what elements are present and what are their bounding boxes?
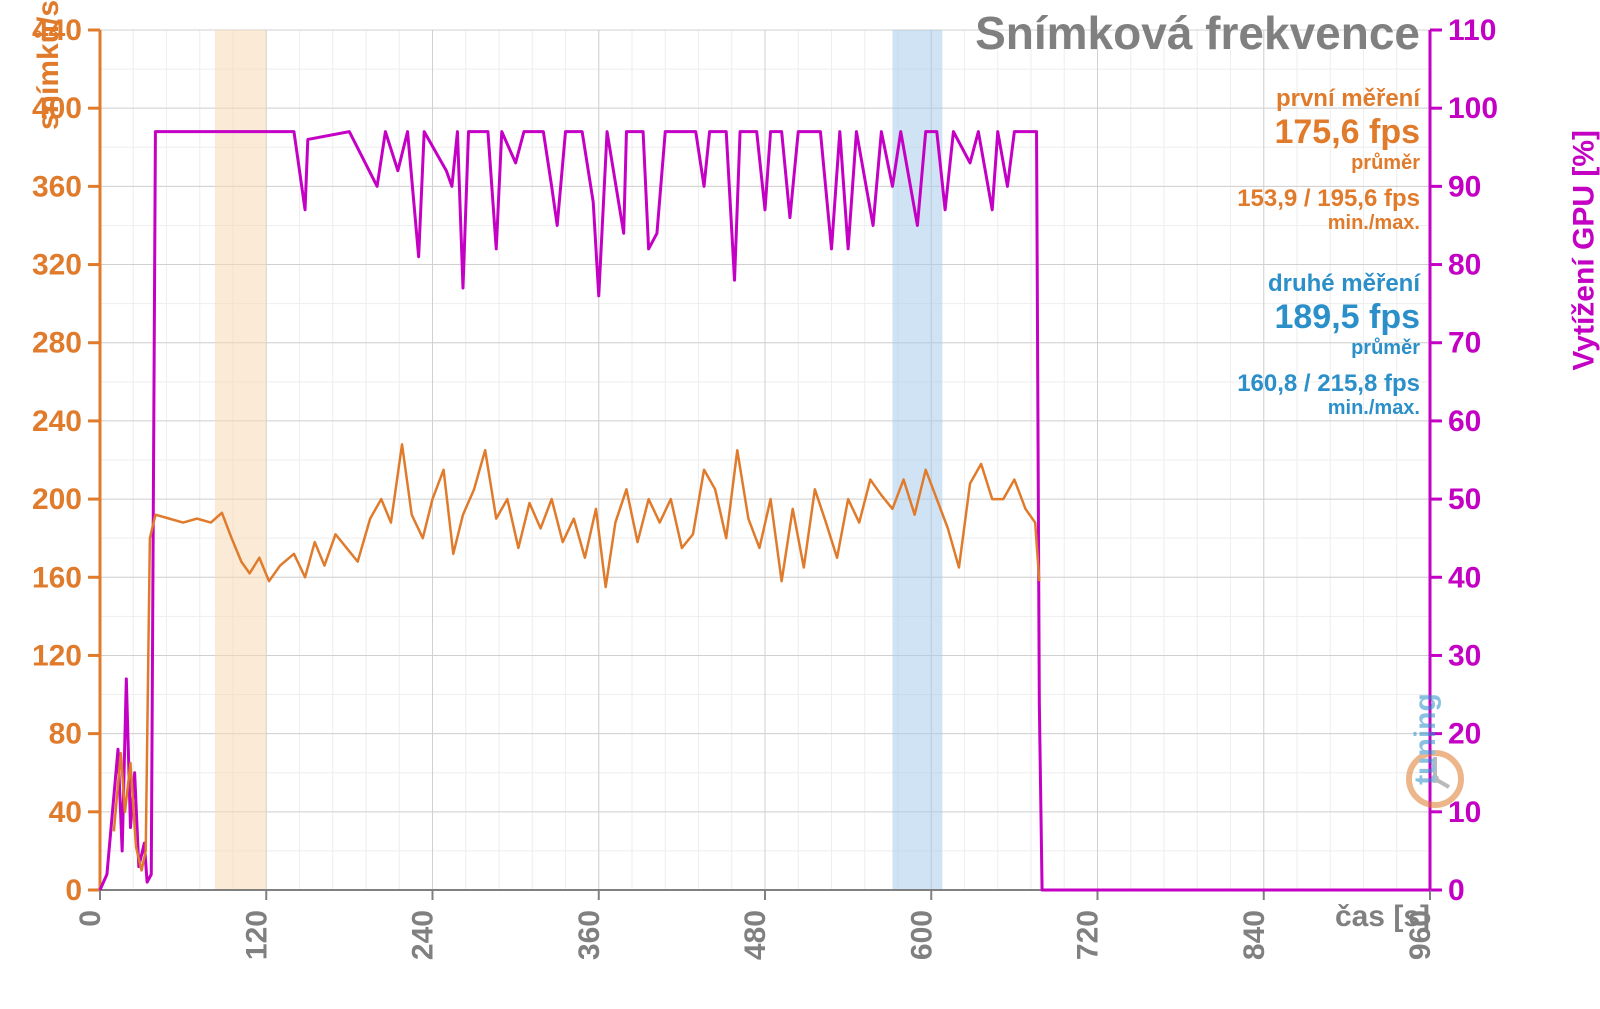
svg-text:240: 240 — [32, 405, 82, 438]
stats-second-minmax-label: min./max. — [1237, 397, 1420, 420]
watermark-logo: tuning pc — [1405, 589, 1465, 809]
svg-text:840: 840 — [1238, 910, 1271, 960]
svg-text:600: 600 — [905, 910, 938, 960]
band-first — [215, 30, 266, 890]
x-axis-label: čas [s] — [1335, 900, 1430, 934]
stats-second: druhé měření 189,5 fps průměr 160,8 / 21… — [1237, 270, 1420, 420]
stats-second-avg: 189,5 fps — [1237, 298, 1420, 337]
svg-text:120: 120 — [32, 639, 82, 672]
stats-first-minmax-label: min./max. — [1237, 212, 1420, 235]
svg-text:200: 200 — [32, 483, 82, 516]
chart-title: Snímková frekvence — [975, 6, 1420, 60]
svg-text:100: 100 — [1448, 92, 1498, 125]
band-second — [892, 30, 942, 890]
stats-second-avg-label: průměr — [1237, 337, 1420, 360]
stats-first-avg: 175,6 fps — [1237, 113, 1420, 152]
stats-first: první měření 175,6 fps průměr 153,9 / 19… — [1237, 85, 1420, 235]
stats-first-avg-label: průměr — [1237, 152, 1420, 175]
svg-text:0: 0 — [1448, 874, 1465, 907]
svg-text:280: 280 — [32, 327, 82, 360]
svg-text:0: 0 — [74, 910, 107, 927]
svg-text:720: 720 — [1072, 910, 1105, 960]
svg-text:360: 360 — [32, 170, 82, 203]
svg-text:80: 80 — [49, 718, 82, 751]
y-axis-right-label: Vytížení GPU [%] — [1568, 130, 1600, 371]
svg-text:480: 480 — [739, 910, 772, 960]
svg-text:320: 320 — [32, 249, 82, 282]
chart-container: 0408012016020024028032036040044001020304… — [0, 0, 1600, 1009]
svg-text:80: 80 — [1448, 249, 1481, 282]
stats-second-heading: druhé měření — [1237, 270, 1420, 298]
svg-text:40: 40 — [49, 796, 82, 829]
svg-text:120: 120 — [240, 910, 273, 960]
svg-text:160: 160 — [32, 561, 82, 594]
svg-text:240: 240 — [407, 910, 440, 960]
y-axis-left-label: snímků/s. [fps] — [32, 0, 66, 130]
svg-text:70: 70 — [1448, 327, 1481, 360]
stats-first-minmax: 153,9 / 195,6 fps — [1237, 185, 1420, 213]
svg-text:360: 360 — [573, 910, 606, 960]
svg-text:tuning: tuning — [1409, 693, 1442, 785]
svg-text:50: 50 — [1448, 483, 1481, 516]
stats-first-heading: první měření — [1237, 85, 1420, 113]
svg-text:0: 0 — [65, 874, 82, 907]
svg-text:110: 110 — [1448, 14, 1496, 47]
stats-second-minmax: 160,8 / 215,8 fps — [1237, 370, 1420, 398]
svg-text:60: 60 — [1448, 405, 1481, 438]
svg-text:90: 90 — [1448, 170, 1481, 203]
